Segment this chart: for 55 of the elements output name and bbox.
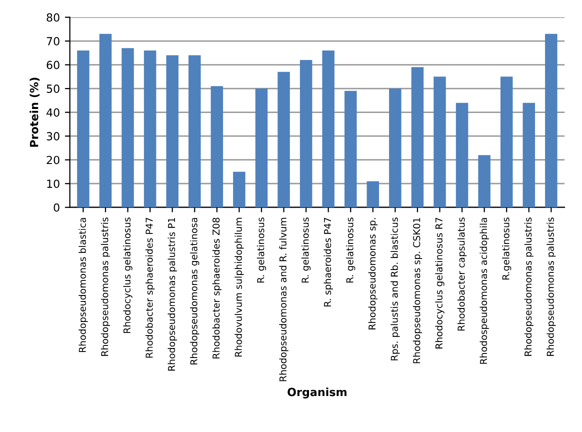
bar xyxy=(389,88,402,208)
bar xyxy=(255,88,268,208)
bar xyxy=(278,72,290,208)
x-tick-label: Rhodopseudomonas sp. CSK01 xyxy=(412,218,422,364)
x-tick-label: Rhodobacter capsulatus xyxy=(457,218,467,331)
x-tick-label: Rhodocyclus gelatinosus R7 xyxy=(435,218,444,348)
bar xyxy=(545,34,558,208)
x-tick-label: Rhodopseudomonas palustris xyxy=(100,218,110,356)
x-tick-label: Rhodobacter sphaeroides Z08 xyxy=(212,218,222,358)
bar xyxy=(322,50,334,208)
bar xyxy=(366,181,380,208)
bar xyxy=(99,34,112,208)
y-tick-label: 60 xyxy=(46,60,60,70)
y-tick-label: 30 xyxy=(46,132,60,140)
y-axis-title: Protein (%) xyxy=(30,78,40,147)
x-tick-label: R. gelatinosus xyxy=(301,218,311,283)
bar xyxy=(166,55,178,208)
bar xyxy=(456,102,468,208)
y-tick-label: 50 xyxy=(46,84,60,93)
x-tick-label: Rhodovulvum sulphidophilum xyxy=(234,218,244,357)
bar xyxy=(522,102,536,208)
bar xyxy=(122,48,134,208)
bar xyxy=(478,155,490,208)
x-tick-label: Rhodopseudomonas palustris xyxy=(546,218,556,356)
x-tick-label: Rhodopseudomonas blastica xyxy=(78,218,88,352)
x-axis-title: Organism xyxy=(288,388,346,398)
x-tick-label: R. sphaeroides P47 xyxy=(324,218,333,306)
bar xyxy=(411,67,424,208)
bar xyxy=(500,76,513,208)
bar xyxy=(144,50,156,208)
x-tick-label: Rhodopseudomonas palustris xyxy=(524,218,534,356)
bar xyxy=(77,50,90,208)
x-tick-label: Rhodopseudomonas sp. xyxy=(368,218,378,330)
y-tick-label: 0 xyxy=(54,203,60,212)
y-tick-label: 40 xyxy=(46,108,60,117)
x-tick-label: Rhodopseudomonas gelatinosa xyxy=(190,218,200,364)
x-tick-label: R. gelatinosus xyxy=(346,218,356,283)
bar xyxy=(434,76,446,208)
y-tick-label: 70 xyxy=(46,37,60,46)
x-tick-label: R. gelatinosus xyxy=(256,218,266,283)
bar xyxy=(233,172,246,208)
x-tick-label: Rhodospeudomonas acidophila xyxy=(480,218,489,364)
x-tick-label: Rhodobacter sphaeroides P47 xyxy=(145,218,155,358)
bar xyxy=(300,60,312,208)
x-tick-label: Rhodopseudomonas palustris P1 xyxy=(168,218,177,371)
x-tick-label: Rhodocyclus gelatinosus xyxy=(123,218,132,333)
y-tick-label: 20 xyxy=(46,156,60,164)
bar xyxy=(210,86,224,208)
y-tick-label: 10 xyxy=(47,180,60,188)
bar xyxy=(188,55,201,208)
x-tick-label: Rhodopseudomonas and R. fulvum xyxy=(279,218,288,382)
y-tick-label: 80 xyxy=(46,13,60,22)
bar xyxy=(344,90,357,208)
x-tick-label: R.gelatinosus xyxy=(502,218,512,280)
x-tick-label: Rps. palustis and Rb. blasticus xyxy=(390,218,400,360)
